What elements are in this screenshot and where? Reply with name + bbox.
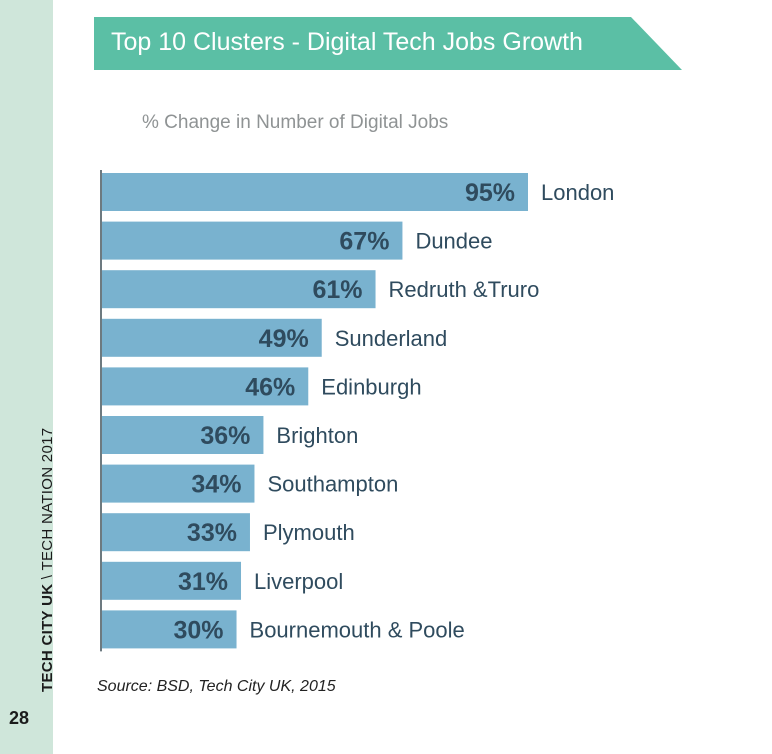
- bar-dundee: [102, 221, 403, 260]
- bar-liverpool: [102, 561, 242, 600]
- bar-plymouth: [102, 513, 250, 552]
- bar-brighton: [102, 416, 264, 454]
- category-label: Southampton: [267, 472, 398, 497]
- data-label: 46%: [245, 373, 295, 401]
- data-label: 34%: [191, 471, 241, 499]
- chart-subtitle: % Change in Number of Digital Jobs: [142, 112, 449, 133]
- sidebar-strip: [0, 0, 53, 754]
- data-label: 61%: [312, 276, 362, 304]
- category-label: Brighton: [276, 423, 358, 448]
- category-label: Edinburgh: [321, 374, 421, 399]
- data-label: 67%: [339, 228, 389, 256]
- data-label: 36%: [200, 422, 250, 450]
- title-banner: [94, 17, 682, 70]
- source-note: Source: BSD, Tech City UK, 2015: [97, 678, 336, 695]
- data-label: 30%: [173, 616, 223, 644]
- page-number: 28: [9, 708, 30, 728]
- category-label: London: [541, 180, 614, 205]
- category-label: Plymouth: [263, 520, 355, 545]
- category-label: Bournemouth & Poole: [250, 617, 465, 642]
- bar-sunderland: [102, 318, 322, 357]
- category-label: Dundee: [415, 229, 492, 254]
- data-label: 31%: [178, 568, 228, 596]
- data-label: 33%: [187, 519, 237, 547]
- bar-southampton: [102, 464, 255, 503]
- data-label: 95%: [465, 179, 515, 207]
- bar-london: [102, 173, 528, 211]
- data-label: 49%: [259, 325, 309, 353]
- category-label: Liverpool: [254, 569, 343, 594]
- category-label: Sunderland: [335, 326, 448, 351]
- chart-title: Top 10 Clusters - Digital Tech Jobs Grow…: [111, 28, 583, 56]
- bar-redruth-truro: [102, 270, 376, 309]
- bar-bournemouth-poole: [102, 610, 237, 649]
- category-label: Redruth &Truro: [389, 277, 540, 302]
- bar-edinburgh: [102, 367, 309, 406]
